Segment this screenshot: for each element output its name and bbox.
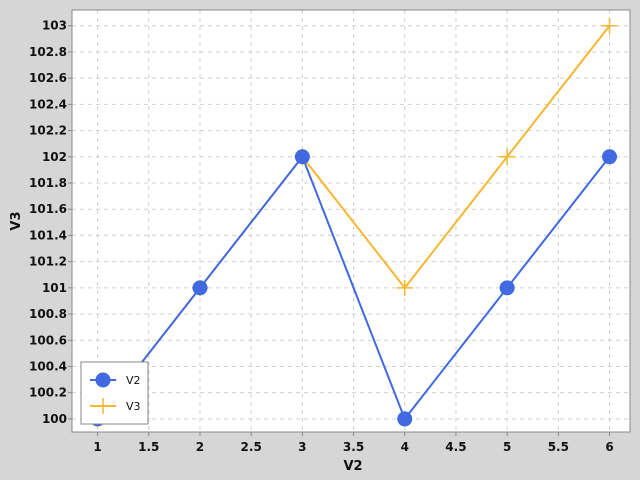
plot-area	[72, 10, 630, 432]
legend-v3-label: V3	[126, 400, 141, 413]
x-tick-label: 2.5	[241, 440, 262, 454]
series-v2-point	[499, 280, 515, 296]
x-axis-title: V2	[343, 459, 362, 474]
legend-v2-marker	[95, 372, 111, 388]
series-v2-point	[602, 149, 618, 165]
y-tick-label: 101.6	[29, 202, 67, 216]
y-tick-label: 102	[42, 150, 67, 164]
ticks: 1 1.5 2 2.5 3 3.5 4 4.5 5 5.5 6 100 100.2 100.4 100.6 1…	[29, 19, 614, 454]
x-tick-label: 4.5	[445, 440, 466, 454]
series-v2-point	[397, 411, 413, 427]
series-v2-line	[96, 155, 611, 420]
series-v3-point	[396, 279, 413, 296]
y-axis-title: V3	[9, 211, 24, 230]
plot-frame	[71, 9, 631, 433]
y-tick-label: 100.2	[29, 386, 67, 400]
y-tick-label: 102.4	[29, 97, 67, 111]
y-tick-label: 103	[42, 19, 67, 33]
legend-box	[80, 361, 149, 425]
legend: V2 V3	[80, 361, 149, 425]
y-tick-label: 101.4	[29, 228, 67, 242]
x-tick-label: 6	[605, 440, 613, 454]
x-tick-label: 4	[401, 440, 409, 454]
y-tick-label: 102.2	[29, 124, 67, 138]
x-tick-label: 3	[298, 440, 306, 454]
y-tick-label: 102.6	[29, 71, 67, 85]
x-tick-label: 5	[503, 440, 511, 454]
y-tick-label: 100.6	[29, 333, 67, 347]
y-tick-label: 100	[42, 412, 67, 426]
series-v3-point	[499, 148, 516, 165]
y-tick-label: 101.2	[29, 255, 67, 269]
series-v3-point	[601, 17, 618, 34]
x-tick-label: 5.5	[548, 440, 569, 454]
x-tick-label: 1.5	[138, 440, 159, 454]
y-tick-label: 100.4	[29, 359, 67, 373]
y-tick-label: 102.8	[29, 45, 67, 59]
x-tick-label: 1	[93, 440, 101, 454]
series-v2-point	[192, 280, 208, 296]
series-v2-point	[294, 149, 310, 165]
legend-v2-label: V2	[126, 374, 141, 387]
y-tick-label: 101	[42, 281, 67, 295]
x-tick-label: 3.5	[343, 440, 364, 454]
y-tick-label: 100.8	[29, 307, 67, 321]
legend-v3-marker	[95, 398, 111, 414]
x-tick-label: 2	[196, 440, 204, 454]
y-tick-label: 101.8	[29, 176, 67, 190]
